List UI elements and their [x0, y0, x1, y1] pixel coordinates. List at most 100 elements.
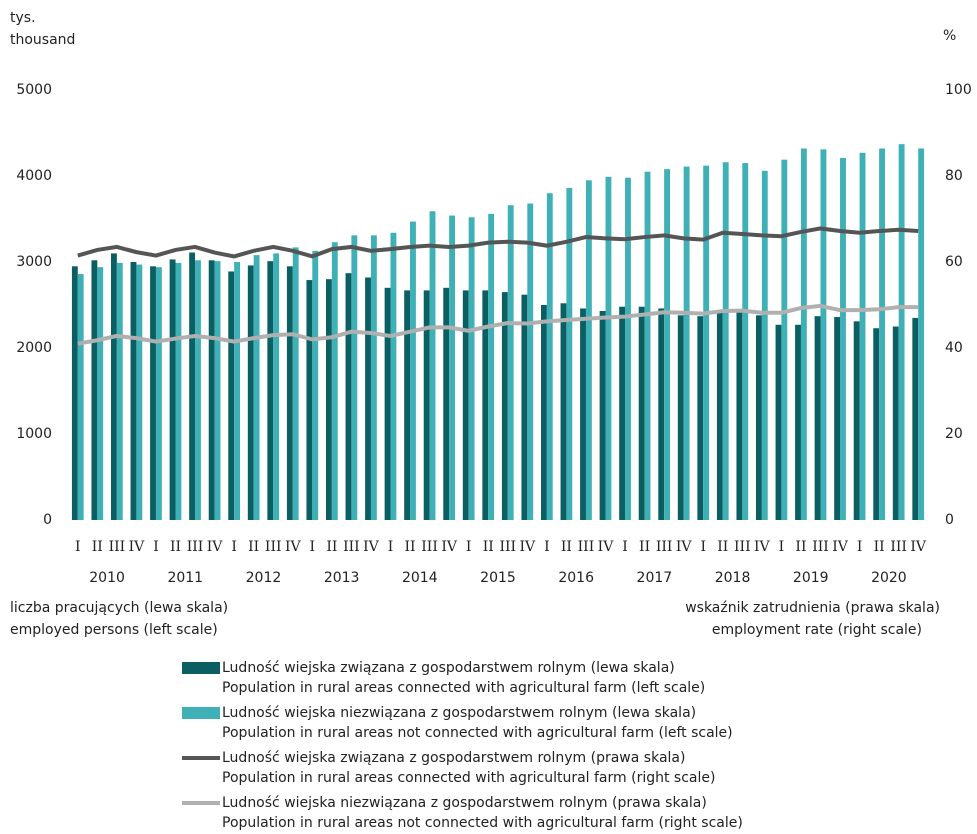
- y2-tick-label: 20: [945, 426, 963, 442]
- bar: [488, 213, 495, 520]
- bar: [521, 294, 528, 520]
- bar: [560, 303, 567, 520]
- x-tick-label: II: [561, 539, 572, 555]
- year-label: 2017: [637, 570, 673, 586]
- bar: [111, 253, 117, 520]
- bar: [585, 180, 592, 521]
- x-tick-label: I: [75, 539, 81, 555]
- right-note: employment rate (right scale): [712, 622, 922, 638]
- bar: [365, 277, 371, 520]
- bar: [443, 287, 450, 520]
- bar: [658, 308, 665, 520]
- x-tick-label: III: [187, 539, 204, 555]
- year-label: 2016: [558, 570, 594, 586]
- bar: [814, 316, 821, 520]
- x-tick-label: II: [795, 539, 806, 555]
- x-tick-label: I: [857, 539, 863, 555]
- y-tick-label: 1000: [16, 426, 52, 442]
- bar: [697, 316, 704, 520]
- x-tick-label: IV: [441, 539, 458, 555]
- bar: [781, 159, 788, 520]
- x-tick-label: I: [779, 539, 785, 555]
- year-label: 2018: [715, 570, 751, 586]
- bar: [468, 217, 475, 520]
- bar: [175, 262, 182, 520]
- bar: [423, 290, 430, 520]
- bar: [77, 274, 84, 520]
- x-tick-label: IV: [363, 539, 380, 555]
- year-label: 2014: [402, 570, 438, 586]
- x-tick-label: IV: [285, 539, 302, 555]
- x-tick-label: II: [248, 539, 259, 555]
- x-tick-label: III: [812, 539, 829, 555]
- x-tick-label: III: [265, 539, 282, 555]
- y2-tick-label: 60: [945, 254, 963, 270]
- x-tick-label: IV: [129, 539, 146, 555]
- x-tick-label: II: [717, 539, 728, 555]
- line: [77, 303, 919, 346]
- bar: [273, 253, 280, 520]
- bar: [859, 152, 866, 520]
- bar: [214, 261, 221, 520]
- line: [77, 226, 919, 259]
- bar: [541, 305, 547, 520]
- bar: [546, 193, 553, 520]
- y2-tick-label: 80: [945, 168, 963, 184]
- x-tick-label: III: [656, 539, 673, 555]
- x-tick-label: III: [109, 539, 126, 555]
- bar: [331, 242, 338, 520]
- x-tick-label: II: [405, 539, 416, 555]
- legend-label: Population in rural areas connected with…: [222, 680, 705, 696]
- y2-tick-label: 100: [945, 82, 972, 98]
- year-label: 2012: [246, 570, 282, 586]
- bar: [155, 267, 162, 520]
- x-tick-label: II: [326, 539, 337, 555]
- bar: [384, 287, 391, 520]
- bar: [677, 315, 684, 520]
- bar: [599, 311, 606, 520]
- legend-swatch: [182, 662, 220, 674]
- bar: [800, 148, 807, 521]
- legend-label: Ludność wiejska niezwiązana z gospodarst…: [222, 705, 696, 721]
- bar: [795, 324, 801, 520]
- bar: [820, 149, 827, 520]
- legend-swatch: [182, 707, 220, 719]
- bar: [136, 264, 143, 520]
- bar: [853, 321, 860, 520]
- bar: [286, 266, 293, 520]
- year-label: 2013: [324, 570, 360, 586]
- bar: [644, 171, 651, 520]
- bar: [664, 169, 670, 520]
- bar: [873, 328, 880, 520]
- bar: [449, 215, 455, 520]
- x-tick-label: I: [544, 539, 550, 555]
- bar: [326, 279, 332, 520]
- bar: [834, 317, 841, 520]
- bar: [189, 252, 196, 521]
- x-tick-label: III: [578, 539, 595, 555]
- bar: [292, 247, 299, 520]
- legend-label: Ludność wiejska związana z gospodarstwem…: [222, 660, 675, 676]
- year-label: 2019: [793, 570, 829, 586]
- bar: [247, 265, 254, 520]
- x-tick-label: IV: [676, 539, 693, 555]
- bar: [71, 266, 78, 520]
- legend-label: Ludność wiejska związana z gospodarstwem…: [222, 750, 685, 766]
- bar: [918, 148, 925, 521]
- right-note: wskaźnik zatrudnienia (prawa skala): [685, 600, 940, 616]
- bar: [716, 311, 723, 520]
- bar: [195, 260, 201, 520]
- left-note: employed persons (left scale): [10, 622, 218, 638]
- bar: [116, 262, 123, 520]
- x-tick-label: IV: [832, 539, 849, 555]
- x-tick-label: III: [890, 539, 907, 555]
- y-tick-label: 2000: [16, 340, 52, 356]
- y2-label: %: [943, 28, 956, 44]
- bar: [462, 290, 469, 520]
- bar: [390, 232, 397, 520]
- y-tick-label: 3000: [16, 254, 52, 270]
- legend-label: Population in rural areas not connected …: [222, 725, 733, 741]
- bar: [429, 211, 436, 520]
- x-tick-label: III: [734, 539, 751, 555]
